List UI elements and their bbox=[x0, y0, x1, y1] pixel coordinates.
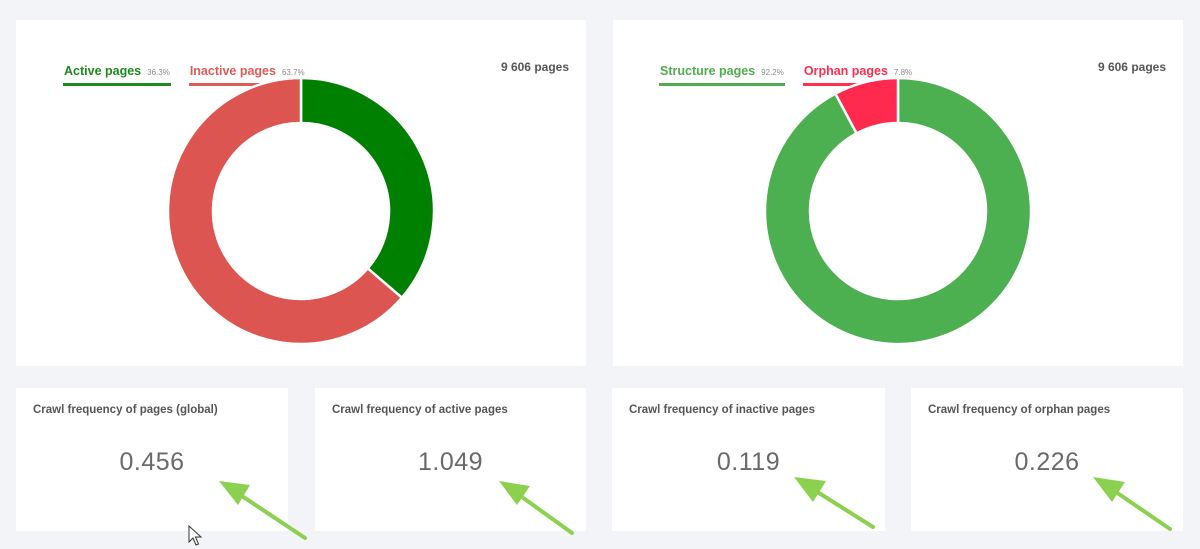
donut-slice-orphan-pages[interactable] bbox=[833, 76, 900, 136]
metric-title: Crawl frequency of pages (global) bbox=[33, 404, 218, 416]
chart-legend: Structure pages 92.2% Orphan pages 7.8% bbox=[659, 64, 914, 86]
legend-percent: 92.2% bbox=[761, 68, 784, 77]
metric-card-global: Crawl frequency of pages (global) 0.456 bbox=[16, 388, 288, 531]
metric-title: Crawl frequency of orphan pages bbox=[928, 404, 1111, 416]
legend-label: Structure pages bbox=[660, 64, 756, 78]
donut-slice-inactive-pages[interactable] bbox=[166, 76, 404, 346]
metric-value: 0.226 bbox=[1014, 448, 1080, 476]
metric-value: 1.049 bbox=[417, 448, 484, 476]
donut-slice-active-pages[interactable] bbox=[299, 76, 436, 300]
donut-chart-active-inactive bbox=[166, 76, 436, 346]
legend-percent: 63.7% bbox=[281, 68, 305, 77]
metric-card-orphan: Crawl frequency of orphan pages 0.226 bbox=[911, 388, 1183, 531]
legend-label: Inactive pages bbox=[189, 64, 276, 78]
metric-value: 0.119 bbox=[716, 448, 781, 476]
legend-label: Active pages bbox=[64, 64, 142, 78]
chart-legend: Active pages 36.3% Inactive pages 63.7% bbox=[63, 64, 306, 86]
legend-percent: 36.3% bbox=[147, 68, 170, 77]
metric-card-inactive: Crawl frequency of inactive pages 0.119 bbox=[612, 388, 885, 531]
donut-slice-structure-pages[interactable] bbox=[763, 76, 1033, 346]
legend-underline bbox=[63, 83, 171, 86]
total-pages-label: 9 606 pages bbox=[500, 60, 569, 74]
metric-title: Crawl frequency of active pages bbox=[332, 404, 508, 416]
metric-value: 0.456 bbox=[119, 448, 185, 476]
metric-card-active: Crawl frequency of active pages 1.049 bbox=[315, 388, 586, 531]
legend-item-active[interactable]: Active pages 36.3% bbox=[63, 64, 171, 86]
metric-title: Crawl frequency of inactive pages bbox=[629, 404, 815, 416]
legend-item-inactive[interactable]: Inactive pages 63.7% bbox=[188, 64, 306, 86]
legend-percent: 7.8% bbox=[893, 68, 913, 77]
donut-chart-structure-orphan bbox=[763, 76, 1033, 346]
total-pages-label: 9 606 pages bbox=[1097, 60, 1166, 74]
legend-item-structure[interactable]: Structure pages 92.2% bbox=[659, 64, 785, 86]
legend-underline bbox=[659, 83, 785, 86]
legend-label: Orphan pages bbox=[803, 64, 888, 78]
mouse-cursor-icon bbox=[188, 525, 202, 546]
legend-underline bbox=[188, 83, 306, 86]
